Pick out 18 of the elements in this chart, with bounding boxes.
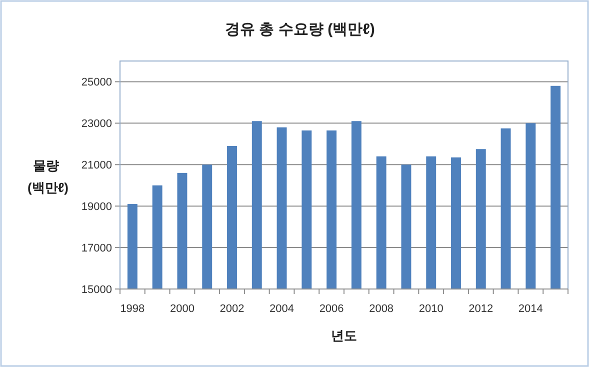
chart-title: 경유 총 수요량 (백만ℓ) <box>225 21 375 38</box>
x-tick-label: 2002 <box>220 303 244 315</box>
x-tick-label: 2012 <box>468 303 494 315</box>
x-axis-title: 년도 <box>331 328 357 343</box>
x-tick-label: 2010 <box>418 303 444 315</box>
y-tick-label: 23000 <box>81 118 112 130</box>
x-tick-label: 2008 <box>369 303 394 315</box>
y-tick-label: 17000 <box>81 242 112 255</box>
y-tick-label: 19000 <box>81 201 112 214</box>
y-tick-label: 25000 <box>81 76 112 89</box>
x-tick-label: 2006 <box>319 303 344 315</box>
x-tick-label: 1998 <box>120 303 145 315</box>
y-tick-label: 15000 <box>81 284 112 296</box>
x-tick-label: 2014 <box>518 303 543 315</box>
x-tick-label: 2000 <box>170 303 194 315</box>
y-axis-title: 물량 (백만ℓ) <box>27 158 69 195</box>
x-tick-label: 2004 <box>270 303 294 315</box>
y-tick-label: 21000 <box>81 160 112 172</box>
